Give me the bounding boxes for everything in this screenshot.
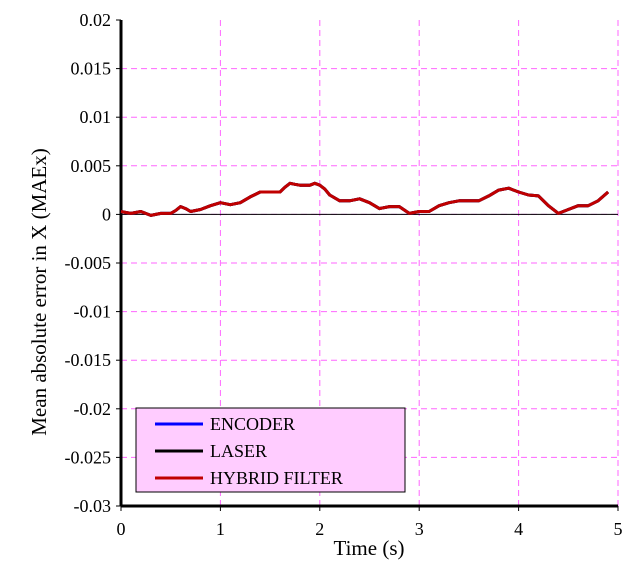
y-tick-label: 0 xyxy=(102,204,111,224)
x-tick-label: 5 xyxy=(614,519,623,539)
x-tick-labels: 0 1 2 3 4 5 xyxy=(117,506,623,539)
y-tick-label: -0.005 xyxy=(65,253,112,273)
x-tick-label: 0 xyxy=(117,519,126,539)
y-tick-label: 0.01 xyxy=(80,107,112,127)
y-tick-label: -0.02 xyxy=(74,399,112,419)
legend-label-encoder: ENCODER xyxy=(210,414,295,434)
y-tick-label: -0.03 xyxy=(74,496,112,516)
legend: ENCODER LASER HYBRID FILTER xyxy=(135,407,406,493)
y-tick-label: 0.005 xyxy=(71,156,112,176)
y-axis-title: Mean absolute error in X (MAEx) xyxy=(27,148,51,436)
legend-label-laser: LASER xyxy=(210,441,267,461)
x-axis-title: Time (s) xyxy=(334,536,405,560)
y-tick-labels: 0.02 0.015 0.01 0.005 0 -0.005 -0.01 -0.015 -0.0… xyxy=(65,10,121,516)
series-line-hybrid-filter xyxy=(120,181,610,217)
x-tick-label: 4 xyxy=(514,519,523,539)
y-tick-label: 0.02 xyxy=(80,10,112,30)
y-tick-label: -0.015 xyxy=(65,350,112,370)
y-tick-label: 0.015 xyxy=(71,59,112,79)
y-tick-label: -0.025 xyxy=(65,447,112,467)
series-lines xyxy=(120,181,610,217)
x-tick-label: 2 xyxy=(315,519,324,539)
x-tick-label: 3 xyxy=(415,519,424,539)
y-tick-label: -0.01 xyxy=(74,302,112,322)
legend-label-hybrid-filter: HYBRID FILTER xyxy=(210,468,343,488)
x-tick-label: 1 xyxy=(216,519,225,539)
